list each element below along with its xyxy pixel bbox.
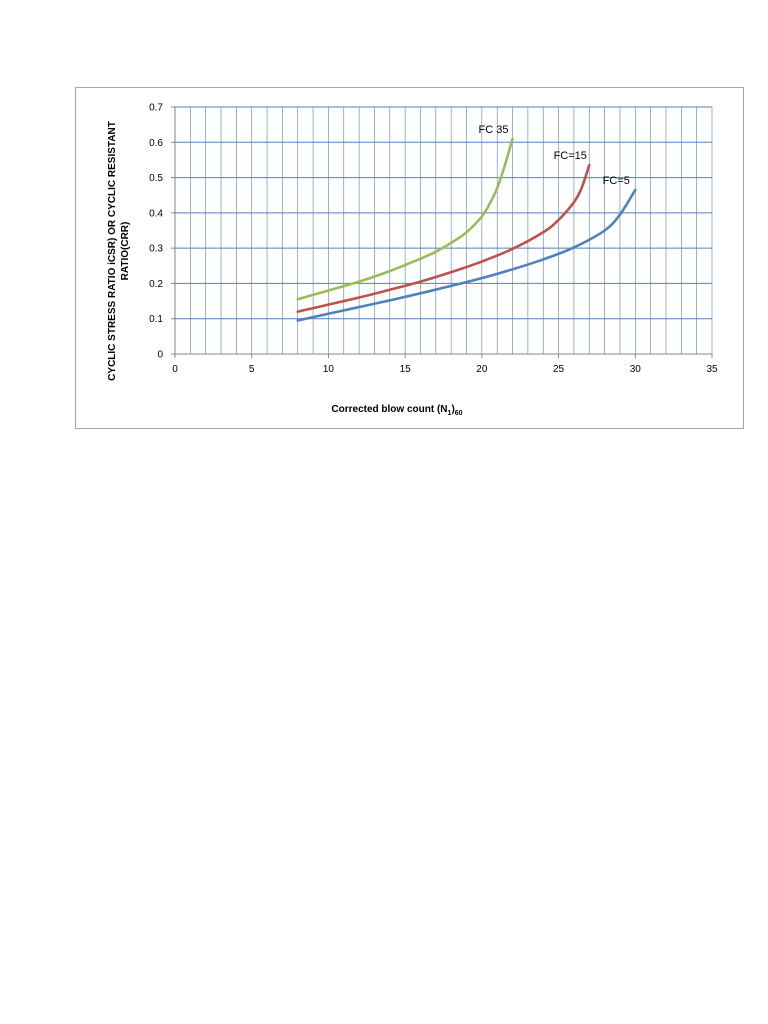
x-axis-title-sub2: 60 (455, 410, 463, 417)
y-tick-label: 0.4 (149, 208, 163, 219)
y-tick-label: 0.7 (149, 103, 163, 114)
series-labels: FC 35 FC=15 FC=5 (479, 124, 630, 187)
series-label-1: FC=15 (554, 150, 587, 162)
series-label-0: FC 35 (479, 124, 509, 136)
series-label-2: FC=5 (603, 175, 630, 187)
x-axis-title-sub1: 1 (448, 410, 452, 417)
y-tick-label: 0.1 (149, 314, 163, 325)
x-tick-label: 15 (400, 364, 412, 375)
x-tick-label: 10 (323, 364, 335, 375)
x-tick-label: 35 (706, 364, 718, 375)
x-axis-title: Corrected blow count (N1)60 (331, 404, 462, 417)
y-axis-title-line1: CYCLIC STRESS RATIO iCSR) OR CYCLIC RESI… (107, 121, 118, 381)
series-line-2 (296, 188, 637, 322)
y-tick-label: 0.6 (149, 138, 163, 149)
chart-frame: 0 0.1 0.2 0.3 0.4 0.5 0.6 0.7 0 5 10 15 20 25 30 35 FC … (75, 87, 744, 429)
y-tick-label: 0 (157, 350, 163, 361)
chart: 0 0.1 0.2 0.3 0.4 0.5 0.6 0.7 0 5 10 15 20 25 30 35 FC … (107, 103, 718, 418)
y-tick-label: 0.2 (149, 279, 163, 290)
y-tick-label: 0.3 (149, 244, 163, 255)
series-line-1 (296, 163, 591, 313)
y-tick-label: 0.5 (149, 173, 163, 184)
x-tick-label: 0 (172, 364, 178, 375)
y-axis-title: CYCLIC STRESS RATIO iCSR) OR CYCLIC RESI… (107, 121, 131, 381)
series-line-0 (296, 137, 514, 301)
x-axis-title-main: Corrected blow count (N (331, 404, 447, 415)
series-lines (296, 137, 637, 322)
x-tick-label: 5 (249, 364, 255, 375)
x-tick-label: 25 (553, 364, 565, 375)
grid (174, 106, 713, 355)
x-tick-label: 30 (630, 364, 642, 375)
tick-labels: 0 0.1 0.2 0.3 0.4 0.5 0.6 0.7 0 5 10 15 20 25 30 35 (149, 103, 718, 376)
y-axis-title-line2: RATIO(CRR) (120, 222, 131, 281)
x-axis-title-close: ) (451, 404, 454, 415)
x-tick-label: 20 (476, 364, 488, 375)
